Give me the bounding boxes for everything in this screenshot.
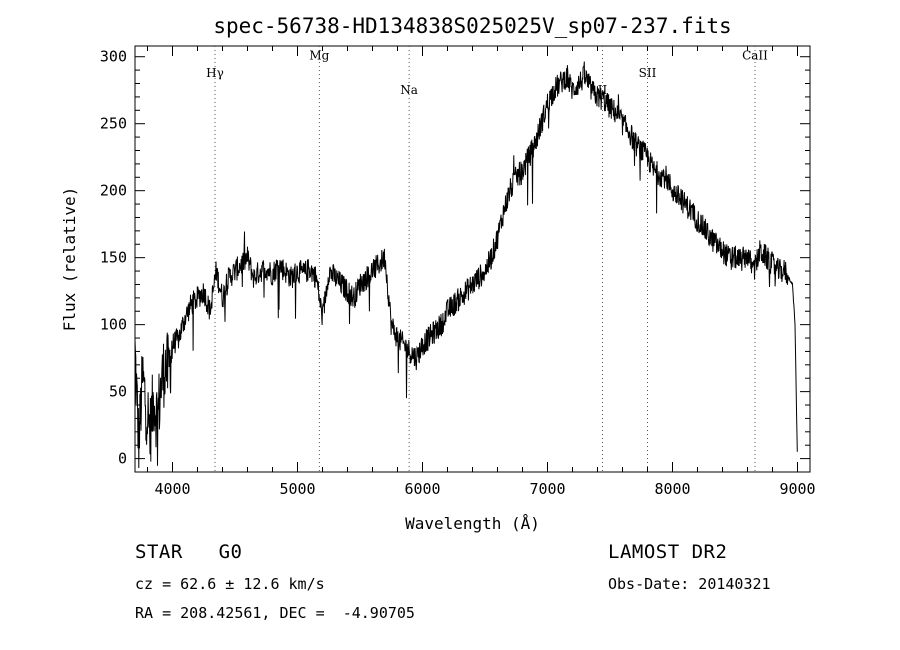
spectral-line-label: SII <box>639 66 657 80</box>
y-tick-label: 100 <box>100 316 127 334</box>
survey-name: LAMOST DR2 <box>608 541 728 563</box>
y-tick-label: 250 <box>100 115 127 133</box>
redshift-cz: cz = 62.6 ± 12.6 km/s <box>135 575 325 593</box>
y-tick-label: 50 <box>109 383 127 401</box>
x-tick-label: 5000 <box>279 480 315 498</box>
x-tick-label: 4000 <box>154 480 190 498</box>
x-axis-label: Wavelength (Å) <box>405 514 540 533</box>
object-class: STAR G0 <box>135 541 243 563</box>
observation-date: Obs-Date: 20140321 <box>608 575 771 593</box>
ra-dec-coordinates: RA = 208.42561, DEC = -4.90705 <box>135 604 415 622</box>
spectral-line-label: II <box>598 83 608 97</box>
y-tick-label: 150 <box>100 249 127 267</box>
spectral-line-label: Mg <box>309 48 329 62</box>
x-tick-label: 6000 <box>404 480 440 498</box>
y-axis-label: Flux (relative) <box>60 187 79 332</box>
spectral-line-label: Na <box>400 83 418 97</box>
y-tick-label: 300 <box>100 48 127 66</box>
spectral-line-label: CaII <box>742 48 768 62</box>
chart-title: spec-56738-HD134838S025025V_sp07-237.fit… <box>213 14 731 38</box>
y-tick-label: 0 <box>118 450 127 468</box>
x-tick-label: 8000 <box>654 480 690 498</box>
axis-ticks: 4000 5000 6000 7000 8000 9000 0 50 100 150 200 250 3… <box>100 46 816 498</box>
y-tick-label: 200 <box>100 182 127 200</box>
spectrum-series-line <box>134 61 798 469</box>
x-tick-label: 9000 <box>779 480 815 498</box>
spectral-line-label: Hγ <box>206 66 224 80</box>
x-tick-label: 7000 <box>529 480 565 498</box>
